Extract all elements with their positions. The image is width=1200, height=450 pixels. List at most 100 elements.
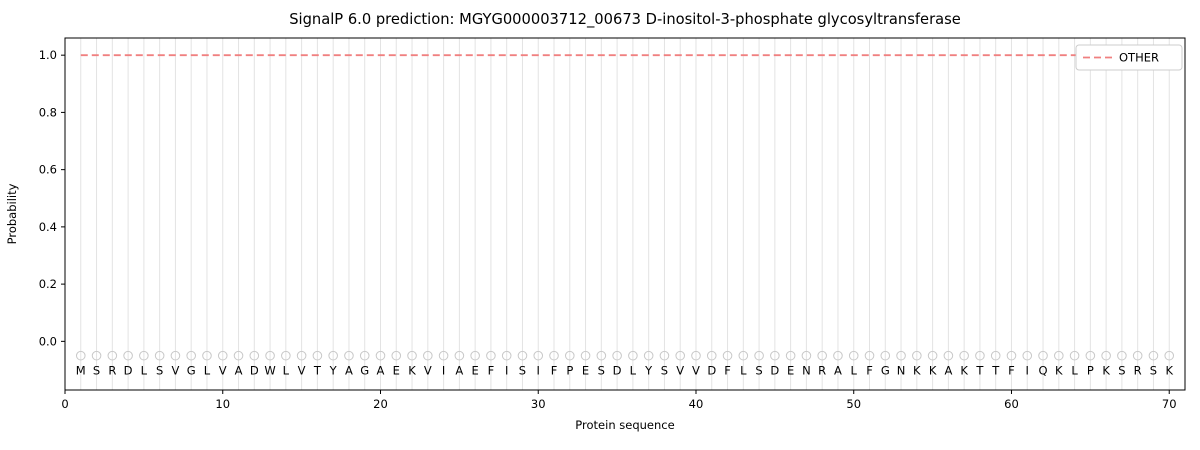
residue-marker — [990, 350, 1001, 361]
residue-marker — [833, 350, 843, 361]
x-tick-label: 30 — [531, 397, 546, 411]
residue-marker — [896, 350, 906, 361]
residue-letter: W — [264, 363, 275, 377]
residue-marker — [754, 350, 764, 361]
residue-letter: F — [551, 363, 558, 377]
residue-letter: G — [187, 363, 196, 377]
residue-marker — [344, 350, 354, 361]
residue-letter: S — [1150, 363, 1157, 377]
residue-letter: F — [724, 363, 731, 377]
plot-border — [64, 37, 1186, 391]
residue-marker — [880, 350, 891, 361]
x-tick-label: 10 — [215, 397, 230, 411]
legend-box — [1075, 44, 1183, 71]
residue-marker — [628, 350, 638, 361]
residue-marker — [1006, 350, 1017, 361]
residue-marker — [675, 350, 686, 361]
residue-marker — [1164, 350, 1175, 361]
residue-marker — [75, 350, 86, 361]
residue-letter: Y — [644, 363, 653, 377]
residue-letter: L — [630, 363, 637, 377]
residue-marker — [943, 350, 954, 361]
residue-letter: R — [818, 363, 826, 377]
residue-marker — [691, 350, 701, 361]
residue-letter: V — [692, 363, 700, 377]
residue-letter: E — [787, 363, 794, 377]
residue-letter: A — [345, 363, 353, 377]
residue-letter: I — [1026, 363, 1029, 377]
residue-marker — [770, 350, 780, 361]
residue-letter: K — [1102, 363, 1110, 377]
residue-letter: E — [582, 363, 589, 377]
residue-letter: T — [975, 363, 984, 377]
residue-marker — [107, 350, 118, 361]
residue-marker — [1117, 350, 1127, 361]
residue-letter: R — [108, 363, 116, 377]
residue-marker — [501, 350, 512, 361]
residue-letter: A — [944, 363, 952, 377]
residue-letter: L — [283, 363, 290, 377]
residue-letter: P — [566, 363, 573, 377]
residue-marker — [1132, 350, 1143, 361]
residue-letter: V — [171, 363, 179, 377]
residue-marker — [217, 350, 228, 361]
y-axis-label: Probability — [5, 183, 19, 244]
x-tick-label: 60 — [1004, 397, 1019, 411]
residue-letter: L — [851, 363, 858, 377]
residue-marker — [91, 350, 102, 361]
residue-letter: K — [408, 363, 416, 377]
legend: OTHER — [1075, 44, 1183, 71]
residue-marker — [517, 350, 528, 361]
residue-marker — [170, 350, 181, 361]
residue-marker — [817, 350, 827, 361]
residue-marker — [848, 350, 859, 361]
residue-marker — [233, 350, 244, 361]
residue-letter: A — [235, 363, 243, 377]
residue-letter: S — [598, 363, 605, 377]
residue-letter: L — [141, 363, 148, 377]
residue-marker — [659, 350, 670, 361]
residue-letter: D — [124, 363, 133, 377]
residue-marker — [328, 350, 338, 361]
x-tick-label: 70 — [1162, 397, 1177, 411]
residue-letter: I — [505, 363, 508, 377]
residue-letter: E — [472, 363, 479, 377]
residue-letter: L — [204, 363, 211, 377]
x-axis-label: Protein sequence — [575, 418, 674, 432]
residue-marker — [486, 350, 496, 361]
residue-letter: N — [802, 363, 811, 377]
residue-marker — [359, 350, 370, 361]
residue-marker — [564, 350, 575, 361]
residue-letter: T — [991, 363, 1000, 377]
residue-marker — [864, 350, 875, 361]
residue-letter: K — [960, 363, 968, 377]
y-tick-label: 0.0 — [39, 334, 57, 348]
residue-letter: N — [897, 363, 906, 377]
residue-letter: K — [1055, 363, 1063, 377]
residue-marker — [722, 350, 733, 361]
x-tick-label: 0 — [61, 397, 68, 411]
residue-marker — [549, 350, 559, 361]
residue-marker — [1148, 350, 1159, 361]
residue-marker — [1054, 350, 1064, 361]
residue-letter: Q — [1038, 363, 1047, 377]
residue-letter: S — [93, 363, 100, 377]
residue-marker — [265, 350, 275, 361]
residue-letter: G — [881, 363, 890, 377]
residue-marker — [470, 350, 480, 361]
residue-marker — [596, 350, 607, 361]
residue-letter: K — [929, 363, 937, 377]
residue-letter: F — [488, 363, 495, 377]
residue-marker — [927, 350, 938, 361]
y-tick-label: 1.0 — [39, 48, 57, 62]
residue-letter: D — [770, 363, 779, 377]
residue-marker — [580, 350, 591, 361]
residue-marker — [375, 350, 386, 361]
residue-letter: Y — [329, 363, 338, 377]
residue-letter: V — [676, 363, 684, 377]
grid-layer — [80, 38, 1170, 390]
chart-title: SignalP 6.0 prediction: MGYG000003712_00… — [289, 11, 961, 28]
residue-marker — [643, 350, 654, 361]
residue-marker — [975, 350, 985, 361]
